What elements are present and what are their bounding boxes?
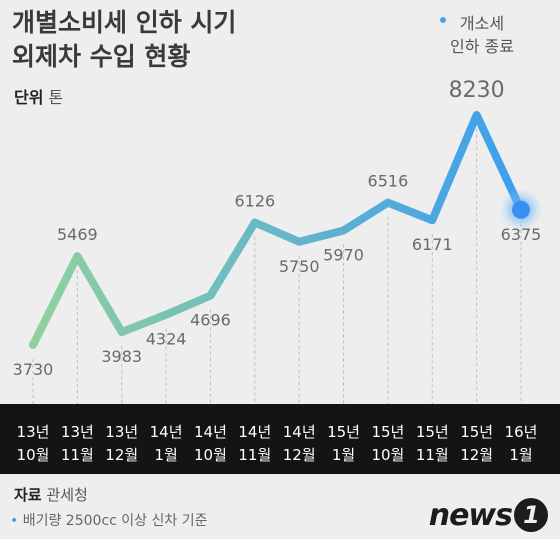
annotation-text: 개소세 bbox=[460, 14, 504, 33]
source-caption: 자료 bbox=[14, 486, 42, 504]
x-tick-label: 11월 bbox=[416, 446, 449, 464]
chart-title: 개별소비세 인하 시기 외제차 수입 현황 bbox=[12, 6, 236, 74]
annotation-bullet-icon bbox=[440, 17, 446, 23]
data-label: 8230 bbox=[449, 78, 505, 103]
data-label: 4696 bbox=[190, 311, 231, 330]
x-tick-label: 1월 bbox=[154, 446, 177, 464]
data-label: 6516 bbox=[368, 172, 409, 191]
x-tick-label: 12월 bbox=[460, 446, 493, 464]
x-tick-label: 16년 bbox=[505, 423, 538, 441]
x-tick-label: 13년 bbox=[105, 423, 138, 441]
annotation-text: 인하 종료 bbox=[450, 37, 514, 56]
x-tick-label: 10월 bbox=[194, 446, 227, 464]
x-tick-label: 13년 bbox=[61, 423, 94, 441]
footnote-text: 배기량 2500cc 이상 신차 기준 bbox=[22, 513, 208, 529]
x-tick-label: 1월 bbox=[509, 446, 532, 464]
grid-lines bbox=[32, 129, 522, 404]
x-tick-label: 1월 bbox=[332, 446, 355, 464]
x-tick-label: 14년 bbox=[238, 423, 271, 441]
data-label: 6375 bbox=[501, 225, 542, 244]
x-tick-label: 12월 bbox=[105, 446, 138, 464]
x-tick-label: 15년 bbox=[327, 423, 360, 441]
data-label: 4324 bbox=[146, 330, 187, 349]
data-label: 6171 bbox=[412, 235, 453, 254]
x-tick-label: 15년 bbox=[371, 423, 404, 441]
title-line-2: 외제차 수입 현황 bbox=[12, 42, 191, 71]
logo-mark: 1 bbox=[514, 498, 548, 532]
x-tick-label: 14년 bbox=[194, 423, 227, 441]
unit-label: 단위 톤 bbox=[14, 84, 63, 108]
footnote: • 배기량 2500cc 이상 신차 기준 bbox=[10, 510, 207, 530]
data-label: 6126 bbox=[234, 192, 275, 211]
x-tick-labels: 13년 10월 13년 11월 13년 12월 14년 1월 14년 10월 14년 11월 14년 12… bbox=[17, 423, 538, 464]
x-tick-label: 15년 bbox=[416, 423, 449, 441]
x-tick-label: 11월 bbox=[61, 446, 94, 464]
x-tick-label: 14년 bbox=[283, 423, 316, 441]
x-tick-label: 15년 bbox=[460, 423, 493, 441]
x-tick-label: 10월 bbox=[17, 446, 50, 464]
unit-caption: 단위 bbox=[14, 88, 44, 107]
data-label: 5970 bbox=[323, 246, 364, 265]
title-line-1: 개별소비세 인하 시기 bbox=[12, 8, 237, 37]
highlight-marker bbox=[499, 187, 543, 232]
source-value: 관세청 bbox=[46, 486, 88, 504]
x-tick-label: 14년 bbox=[150, 423, 183, 441]
data-label: 3983 bbox=[101, 347, 142, 366]
bullet-icon: • bbox=[10, 513, 19, 529]
unit-value: 톤 bbox=[48, 88, 64, 107]
data-label: 5469 bbox=[57, 225, 98, 244]
data-label: 5750 bbox=[279, 257, 320, 276]
x-axis-band bbox=[0, 404, 560, 474]
series-line bbox=[29, 111, 525, 349]
x-tick-label: 13년 bbox=[17, 423, 50, 441]
data-label: 3730 bbox=[13, 360, 54, 379]
x-tick-label: 12월 bbox=[283, 446, 316, 464]
x-tick-label: 10월 bbox=[371, 446, 404, 464]
source-note: 자료 관세청 bbox=[14, 484, 88, 505]
news1-logo: news 1 bbox=[429, 498, 548, 533]
highlight-point bbox=[512, 200, 530, 219]
logo-text: news bbox=[428, 498, 513, 533]
x-tick-label: 11월 bbox=[238, 446, 271, 464]
